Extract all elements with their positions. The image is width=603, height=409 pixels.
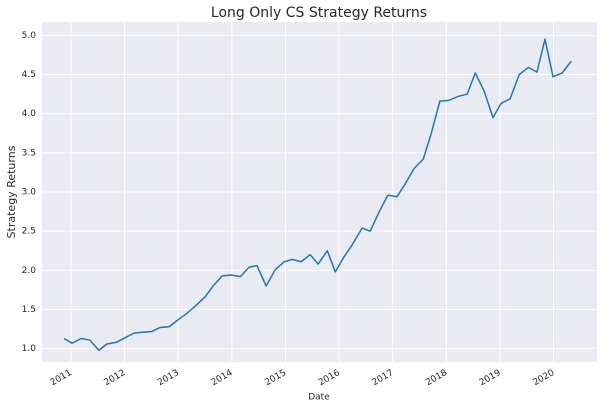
y-tick-label: 2.0 xyxy=(22,266,37,276)
y-tick-label: 4.0 xyxy=(22,109,37,119)
x-tick-label: 2019 xyxy=(478,368,503,388)
x-tick-label: 2016 xyxy=(317,368,342,388)
y-axis-label: Strategy Returns xyxy=(5,145,18,238)
y-tick-label: 2.5 xyxy=(22,227,36,237)
y-tick-label: 3.5 xyxy=(22,148,36,158)
y-tick-label: 1.0 xyxy=(22,344,37,354)
x-tick-label: 2012 xyxy=(102,368,127,388)
x-tick-label: 2020 xyxy=(531,368,556,388)
x-tick-label: 2015 xyxy=(263,368,288,388)
x-axis-label: Date xyxy=(308,393,330,403)
y-tick-label: 1.5 xyxy=(22,305,36,315)
x-tick-label: 2014 xyxy=(210,368,235,388)
y-tick-label: 4.5 xyxy=(22,70,36,80)
x-tick-label: 2013 xyxy=(156,368,181,388)
x-tick-label: 2018 xyxy=(424,368,449,388)
x-tick-label: 2011 xyxy=(49,368,74,388)
y-tick-label: 3.0 xyxy=(22,188,37,198)
y-tick-label: 5.0 xyxy=(22,31,37,41)
data-line xyxy=(63,38,572,351)
chart-title: Long Only CS Strategy Returns xyxy=(211,5,427,21)
x-tick-label: 2017 xyxy=(371,368,396,388)
